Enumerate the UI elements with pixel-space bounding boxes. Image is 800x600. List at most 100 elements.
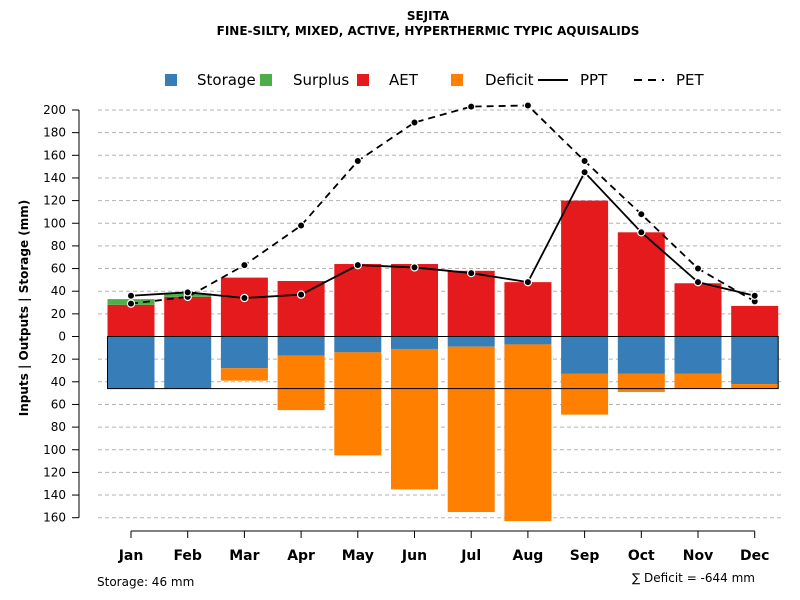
aet-bar (561, 200, 609, 337)
storage-note: Storage: 46 mm (97, 575, 194, 589)
gridlines (98, 109, 782, 519)
ppt-point (750, 291, 759, 300)
pet-point (637, 209, 646, 219)
legend-aet-swatch (357, 74, 369, 86)
aet-bar (617, 232, 665, 337)
y-tick-label: 200 (43, 103, 66, 117)
pet-line (130, 104, 756, 305)
y-tick-label: 100 (43, 443, 66, 457)
y-axis: 2001801601401201008060402002040608010012… (43, 103, 80, 525)
storage-capacity-box (107, 336, 779, 390)
month-label-nov: Nov (683, 548, 713, 564)
legend-storage-swatch (165, 74, 177, 86)
ppt-line (130, 170, 755, 299)
deficit-bar (674, 373, 722, 389)
month-label-feb: Feb (173, 548, 202, 564)
aet-bar (731, 305, 779, 337)
y-axis-label: Inputs | Outputs | Storage (mm) (17, 200, 31, 417)
ppt-point (296, 290, 306, 299)
deficit-bar (617, 373, 665, 392)
deficit-bar (504, 344, 552, 522)
aet-bar (220, 277, 268, 337)
deficit-bar (277, 355, 325, 411)
month-label-jan: Jan (118, 548, 144, 564)
legend-ppt-label: PPT (580, 71, 608, 89)
aet-bar (447, 270, 495, 337)
storage-bar (220, 336, 268, 369)
y-tick-label: 20 (51, 307, 66, 321)
month-label-may: May (342, 548, 374, 564)
month-label-sep: Sep (570, 548, 600, 564)
aet-bar (391, 264, 438, 337)
deficit-bar (561, 373, 609, 415)
pet-point (523, 101, 533, 110)
deficit-bar (447, 346, 495, 513)
storage-bar (391, 336, 438, 349)
ppt-point (183, 288, 192, 297)
y-tick-label: 80 (51, 239, 66, 253)
chart-title: SEJITA (407, 9, 450, 23)
storage-bar (561, 336, 609, 374)
pet-point (693, 264, 703, 273)
legend: Storage Surplus AET Deficit PPT PET (165, 71, 705, 89)
pet-point (240, 260, 249, 270)
chart-subtitle: FINE-SILTY, MIXED, ACTIVE, HYPERTHERMIC … (217, 24, 640, 38)
legend-aet-label: AET (389, 71, 419, 89)
y-tick-label: 140 (43, 171, 66, 185)
ppt-point (580, 168, 589, 177)
legend-surplus-label: Surplus (293, 71, 349, 89)
y-tick-label: 80 (51, 420, 66, 434)
storage-bar (504, 336, 552, 345)
pet-point (126, 299, 136, 308)
y-tick-label: 40 (51, 284, 66, 298)
pet-point (353, 156, 362, 166)
ppt-point (523, 277, 533, 287)
ppt-point (126, 291, 136, 300)
storage-bar (731, 336, 779, 385)
month-label-apr: Apr (287, 548, 315, 564)
storage-bar (674, 336, 722, 374)
deficit-bar (391, 348, 438, 490)
y-tick-label: 120 (43, 194, 66, 208)
storage-bar (277, 336, 325, 356)
aet-bar (504, 282, 552, 337)
pet-point (580, 156, 589, 166)
legend-storage-label: Storage (197, 71, 256, 89)
y-tick-label: 160 (43, 148, 66, 162)
month-label-jul: Jul (460, 548, 481, 564)
deficit-bar (220, 368, 268, 381)
storage-bar (334, 336, 382, 353)
y-tick-label: 60 (51, 262, 66, 276)
y-tick-label: 120 (43, 465, 66, 479)
y-tick-label: 0 (58, 330, 66, 344)
pet-point (296, 221, 306, 230)
storage-capacity-frame (107, 336, 779, 390)
month-label-dec: Dec (740, 548, 769, 564)
legend-pet-label: PET (676, 71, 705, 89)
storage-bar (164, 336, 212, 389)
storage-bar (617, 336, 665, 374)
storage-bar (107, 336, 155, 389)
month-label-aug: Aug (512, 548, 543, 564)
y-tick-label: 100 (43, 216, 66, 230)
deficit-note: ∑ Deficit = -644 mm (632, 571, 755, 585)
lines (126, 101, 759, 308)
bars (107, 200, 779, 522)
month-label-jun: Jun (401, 548, 427, 564)
x-axis: Jan Feb Mar Apr May Jun Jul Aug Sep Oct Nov Dec (118, 530, 769, 564)
deficit-bar (731, 384, 779, 389)
ppt-point (693, 277, 703, 287)
y-tick-label: 140 (43, 488, 66, 502)
y-tick-label: 40 (51, 375, 66, 389)
y-tick-label: 160 (43, 511, 66, 525)
y-tick-label: 60 (51, 397, 66, 411)
aet-bar (674, 283, 722, 337)
month-label-mar: Mar (229, 548, 259, 564)
aet-bar (277, 281, 325, 337)
ppt-point (410, 263, 419, 272)
deficit-bar (334, 352, 382, 456)
month-label-oct: Oct (628, 548, 655, 564)
legend-deficit-label: Deficit (485, 71, 534, 89)
y-tick-label: 20 (51, 352, 66, 366)
